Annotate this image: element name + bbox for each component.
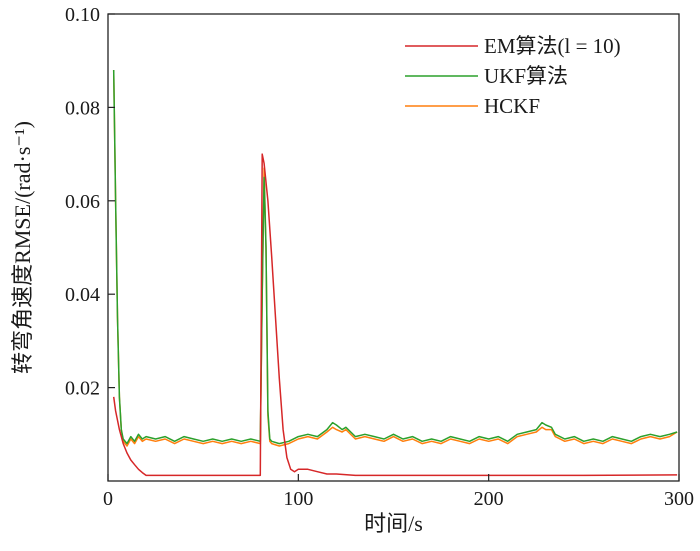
- series-line-em: [112, 153, 678, 477]
- series-layer: [112, 69, 678, 477]
- y-tick-label: 0.08: [65, 97, 100, 119]
- y-tick-label: 0.04: [65, 284, 100, 306]
- y-tick-label: 0.02: [65, 378, 100, 400]
- series-line-ukf: [112, 69, 678, 445]
- legend-label: HCKF: [484, 94, 540, 118]
- x-tick-label: 0: [103, 488, 113, 510]
- y-axis-label: 转弯角速度RMSE/(rad·s⁻¹): [10, 121, 35, 374]
- y-tick-label: 0.06: [65, 191, 100, 213]
- plot-frame: [107, 13, 680, 482]
- legend: EM算法(l = 10) UKF算法 HCKF: [405, 34, 621, 118]
- series-line-hckf: [112, 69, 678, 447]
- legend-label: EM算法(l = 10): [484, 34, 621, 58]
- ticks-layer: 0 100 200 300 0.02 0.04 0.06 0.08 0.10: [65, 4, 694, 510]
- x-tick-label: 200: [474, 488, 504, 510]
- x-axis-label: 时间/s: [364, 511, 423, 536]
- y-tick-label: 0.10: [65, 4, 100, 26]
- legend-label: UKF算法: [484, 64, 568, 88]
- x-tick-label: 300: [664, 488, 694, 510]
- x-tick-label: 100: [283, 488, 313, 510]
